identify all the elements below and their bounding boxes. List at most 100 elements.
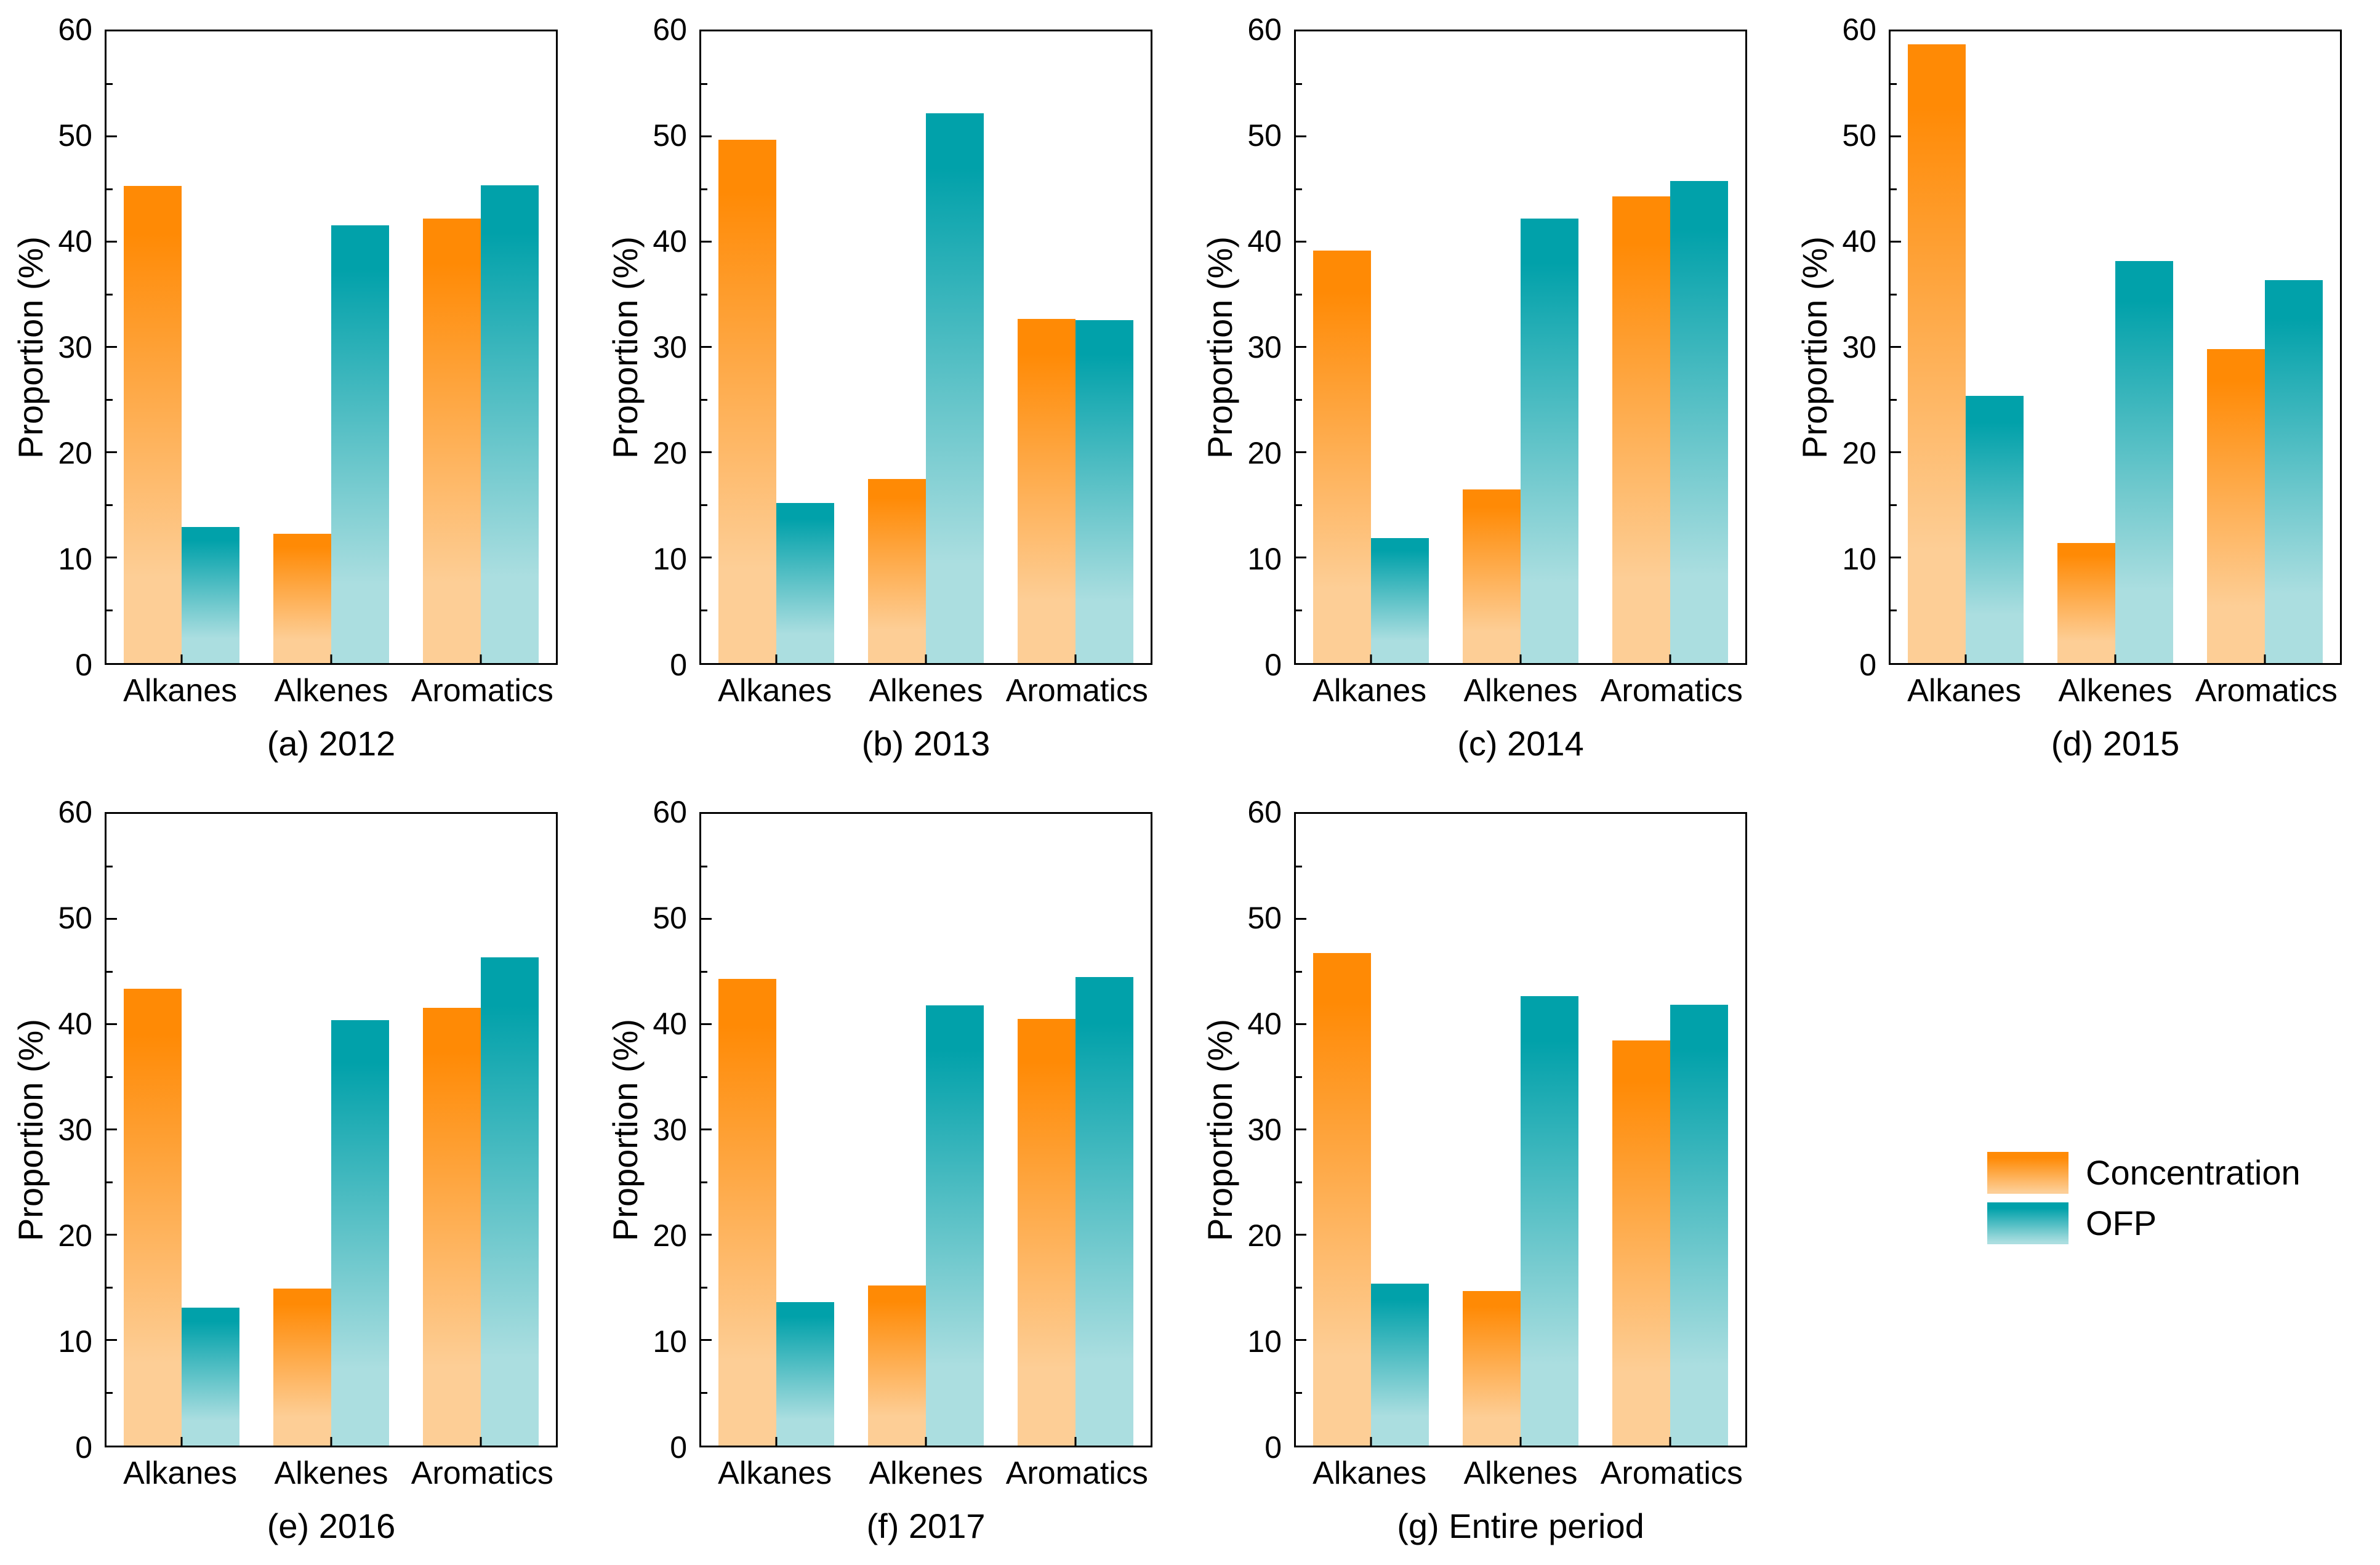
legend-cell: Concentration OFP (1784, 782, 2379, 1565)
y-minor-tick (107, 188, 113, 190)
bar-group-alkenes (1445, 814, 1595, 1446)
bar-concentration-alkenes (1462, 489, 1521, 663)
y-tick-label: 20 (1247, 1218, 1282, 1253)
chart-panel-d-2015: Proportion (%) 0 10 20 30 40 50 60 Alkanes Alke… (1784, 0, 2379, 782)
y-minor-tick (1891, 188, 1897, 190)
y-minor-tick (1296, 1076, 1302, 1078)
bar-group-alkenes (851, 31, 1000, 663)
bar-group-alkanes (107, 814, 256, 1446)
y-tick-label: 40 (58, 1007, 92, 1041)
bar-ofp-alkenes (2115, 260, 2174, 663)
bar-ofp-aromatics (481, 185, 539, 663)
ofp-swatch-icon (1987, 1202, 2068, 1244)
bar-concentration-aromatics (1612, 1040, 1671, 1446)
panel-caption: (d) 2015 (2051, 724, 2180, 763)
bar-concentration-aromatics (1018, 318, 1076, 663)
x-tick (480, 654, 482, 663)
y-tick-label: 50 (1842, 118, 1876, 153)
bar-ofp-aromatics (1670, 180, 1729, 663)
x-tick (925, 1437, 927, 1446)
chart-panel-e-2016: Proportion (%) 0 10 20 30 40 50 60 Alkanes Alke… (0, 782, 595, 1565)
x-tick (180, 654, 183, 663)
bars-layer (701, 31, 1151, 663)
x-tick-label-alkenes: Alkenes (274, 1455, 388, 1491)
bar-concentration-alkanes (1313, 250, 1371, 663)
y-minor-tick (107, 609, 113, 611)
x-tick (180, 1437, 183, 1446)
x-tick-label-alkenes: Alkenes (1463, 673, 1578, 709)
y-minor-tick (107, 1181, 113, 1183)
y-major-tick (107, 1128, 117, 1130)
y-minor-tick (701, 1076, 707, 1078)
x-tick-labels: Alkanes Alkenes Aromatics (1294, 1455, 1747, 1492)
bar-concentration-alkanes (718, 140, 776, 663)
y-tick-label: 10 (653, 542, 687, 576)
bar-group-alkenes (1445, 31, 1595, 663)
plot-area (1889, 30, 2342, 665)
y-major-tick (1296, 346, 1306, 348)
y-major-tick (701, 135, 712, 137)
chart-panel-a-2012: Proportion (%) 0 10 20 30 40 50 60 Alkanes Alke… (0, 0, 595, 782)
y-major-tick (1296, 557, 1306, 559)
bar-ofp-alkanes (181, 527, 239, 663)
y-major-tick (701, 1339, 712, 1342)
y-minor-tick (701, 865, 707, 867)
y-major-tick (107, 346, 117, 348)
y-tick-label: 30 (58, 1112, 92, 1147)
bar-concentration-alkenes (2057, 543, 2115, 663)
bar-concentration-aromatics (1612, 196, 1671, 663)
y-tick-labels: 0 10 20 30 40 50 60 (34, 797, 98, 1463)
y-major-tick (107, 135, 117, 137)
bar-ofp-alkenes (925, 1005, 984, 1446)
bar-concentration-aromatics (2207, 349, 2265, 663)
y-major-tick (107, 1339, 117, 1342)
y-minor-tick (1891, 504, 1897, 506)
y-major-tick (1296, 1128, 1306, 1130)
x-tick-labels: Alkanes Alkenes Aromatics (699, 672, 1152, 709)
y-major-tick (107, 557, 117, 559)
y-minor-tick (107, 970, 113, 973)
y-tick-label: 0 (1859, 648, 1876, 682)
panel-caption: (g) Entire period (1397, 1507, 1644, 1545)
panel-caption: (f) 2017 (866, 1507, 986, 1545)
x-tick-label-alkanes: Alkanes (1313, 673, 1427, 709)
concentration-swatch-icon (1987, 1152, 2068, 1194)
y-minor-tick (701, 293, 707, 296)
y-tick-label: 30 (1247, 330, 1282, 364)
bar-group-aromatics (406, 31, 556, 663)
y-tick-label: 10 (1842, 542, 1876, 576)
y-tick-label: 40 (653, 224, 687, 259)
x-tick-label-alkanes: Alkanes (1907, 673, 2022, 709)
chart-panel-b-2013: Proportion (%) 0 10 20 30 40 50 60 Alkanes Alke… (595, 0, 1189, 782)
y-tick-label: 60 (58, 795, 92, 829)
y-tick-labels: 0 10 20 30 40 50 60 (1818, 14, 1883, 680)
y-major-tick (701, 918, 712, 920)
y-major-tick (701, 557, 712, 559)
bar-group-alkanes (1891, 31, 2040, 663)
bar-group-aromatics (1001, 814, 1151, 1446)
x-tick (330, 1437, 332, 1446)
y-tick-label: 60 (1247, 795, 1282, 829)
bar-ofp-alkanes (1370, 537, 1429, 663)
bar-group-alkanes (701, 814, 851, 1446)
bar-concentration-alkanes (1907, 44, 1966, 663)
y-major-tick (1296, 1023, 1306, 1026)
y-minor-tick (1891, 82, 1897, 85)
bar-concentration-alkenes (273, 1289, 331, 1446)
y-major-tick (701, 1023, 712, 1026)
y-tick-label: 60 (58, 12, 92, 47)
legend-label-ofp: OFP (2086, 1204, 2157, 1242)
y-tick-label: 50 (1247, 901, 1282, 935)
y-minor-tick (107, 1286, 113, 1289)
x-tick (2114, 654, 2117, 663)
plot-area (105, 30, 558, 665)
bar-group-alkenes (256, 31, 406, 663)
y-major-tick (107, 451, 117, 454)
x-tick (2264, 654, 2266, 663)
x-tick-label-alkanes: Alkanes (123, 673, 238, 709)
bars-layer (1296, 31, 1745, 663)
x-tick-label-aromatics: Aromatics (1600, 1455, 1743, 1491)
bar-concentration-alkanes (1313, 952, 1371, 1446)
y-minor-tick (1296, 609, 1302, 611)
y-tick-label: 40 (1247, 1007, 1282, 1041)
